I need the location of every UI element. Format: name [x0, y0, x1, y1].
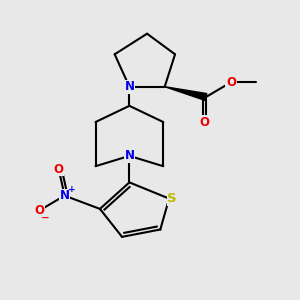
Text: N: N	[124, 80, 134, 93]
Text: −: −	[40, 213, 49, 223]
Text: N: N	[124, 149, 134, 162]
Text: S: S	[167, 192, 177, 205]
Text: O: O	[200, 116, 209, 128]
Polygon shape	[165, 87, 207, 100]
Text: O: O	[226, 76, 236, 89]
Text: O: O	[34, 204, 45, 217]
Text: O: O	[54, 163, 64, 176]
Text: +: +	[68, 185, 76, 194]
Text: N: N	[60, 189, 70, 202]
